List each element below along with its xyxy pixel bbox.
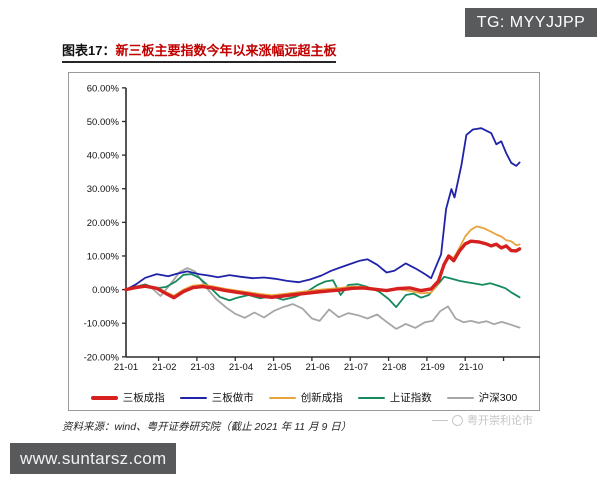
legend-swatch-icon: [179, 396, 207, 399]
series-line-沪深300: [125, 267, 521, 330]
legend-swatch-icon: [446, 396, 474, 399]
x-axis-tick-label: 21-10: [459, 362, 483, 373]
legend-label: 沪深300: [478, 392, 518, 404]
y-axis-tick-label: 50.00%: [87, 117, 120, 128]
data-source-note: 资料来源：wind、粤开证券研究院（截止 2021 年 11 月 9 日）: [62, 421, 352, 433]
y-axis-tick-label: 10.00%: [87, 251, 120, 262]
y-axis-tick-label: -10.00%: [84, 319, 120, 330]
x-axis-tick-label: 21-07: [344, 362, 368, 373]
figure-title-text: 新三板主要指数今年以来涨幅远超主板: [115, 43, 337, 58]
series-line-三板做市: [125, 127, 521, 291]
chart-legend: 三板成指 三板做市 创新成指 上证指数 沪深300: [69, 390, 539, 405]
series-line-上证指数: [125, 273, 521, 309]
legend-label: 上证指数: [389, 392, 432, 404]
legend-item-2: 创新成指: [268, 390, 343, 405]
y-axis-tick-label: 30.00%: [87, 184, 120, 195]
watermark-logo-icon: [452, 414, 463, 426]
tg-contact-badge: TG: MYYJJPP: [465, 8, 597, 37]
watermark: 粤开崇利论市: [432, 412, 533, 428]
website-bar: www.suntarsz.com: [10, 443, 176, 474]
x-axis-tick-label: 21-02: [152, 362, 176, 373]
series-line-三板成指: [124, 239, 522, 300]
legend-item-4: 沪深300: [446, 390, 518, 405]
watermark-text: 粤开崇利论市: [467, 415, 533, 427]
x-axis-tick-label: 21-01: [114, 362, 138, 373]
legend-label: 创新成指: [300, 392, 343, 404]
plot-area: 60.00% 50.00% 40.00% 30.00% 20.00% 10.00% 0.00…: [84, 83, 540, 373]
y-axis-tick-label: -20.00%: [84, 352, 120, 363]
legend-label: 三板做市: [211, 392, 254, 404]
x-axis-tick-label: 21-09: [420, 362, 444, 373]
legend-item-1: 三板做市: [179, 390, 254, 405]
legend-label: 三板成指: [122, 392, 165, 404]
legend-swatch-icon: [90, 395, 118, 400]
legend-swatch-icon: [268, 396, 296, 399]
y-axis-tick-label: 40.00%: [87, 151, 120, 162]
figure-title: 图表17：新三板主要指数今年以来涨幅远超主板: [62, 40, 337, 63]
y-axis-tick-label: 60.00%: [87, 83, 120, 94]
x-axis-tick-label: 21-05: [267, 362, 291, 373]
series-line-创新成指: [125, 225, 521, 297]
legend-item-3: 上证指数: [357, 390, 432, 405]
website-url: www.suntarsz.com: [20, 448, 167, 468]
line-chart: 60.00% 50.00% 40.00% 30.00% 20.00% 10.00% 0.00…: [68, 72, 540, 411]
x-axis-tick-label: 21-08: [382, 362, 406, 373]
x-axis-tick-label: 21-03: [191, 362, 215, 373]
x-axis-tick-label: 21-06: [305, 362, 329, 373]
x-axis-tick-label: 21-04: [229, 362, 253, 373]
figure-number-label: 图表17：: [62, 43, 116, 58]
legend-swatch-icon: [357, 396, 385, 399]
watermark-line-icon: [432, 419, 448, 421]
legend-item-0: 三板成指: [90, 390, 165, 405]
y-axis-tick-label: 0.00%: [92, 285, 119, 296]
y-axis-tick-label: 20.00%: [87, 218, 120, 229]
